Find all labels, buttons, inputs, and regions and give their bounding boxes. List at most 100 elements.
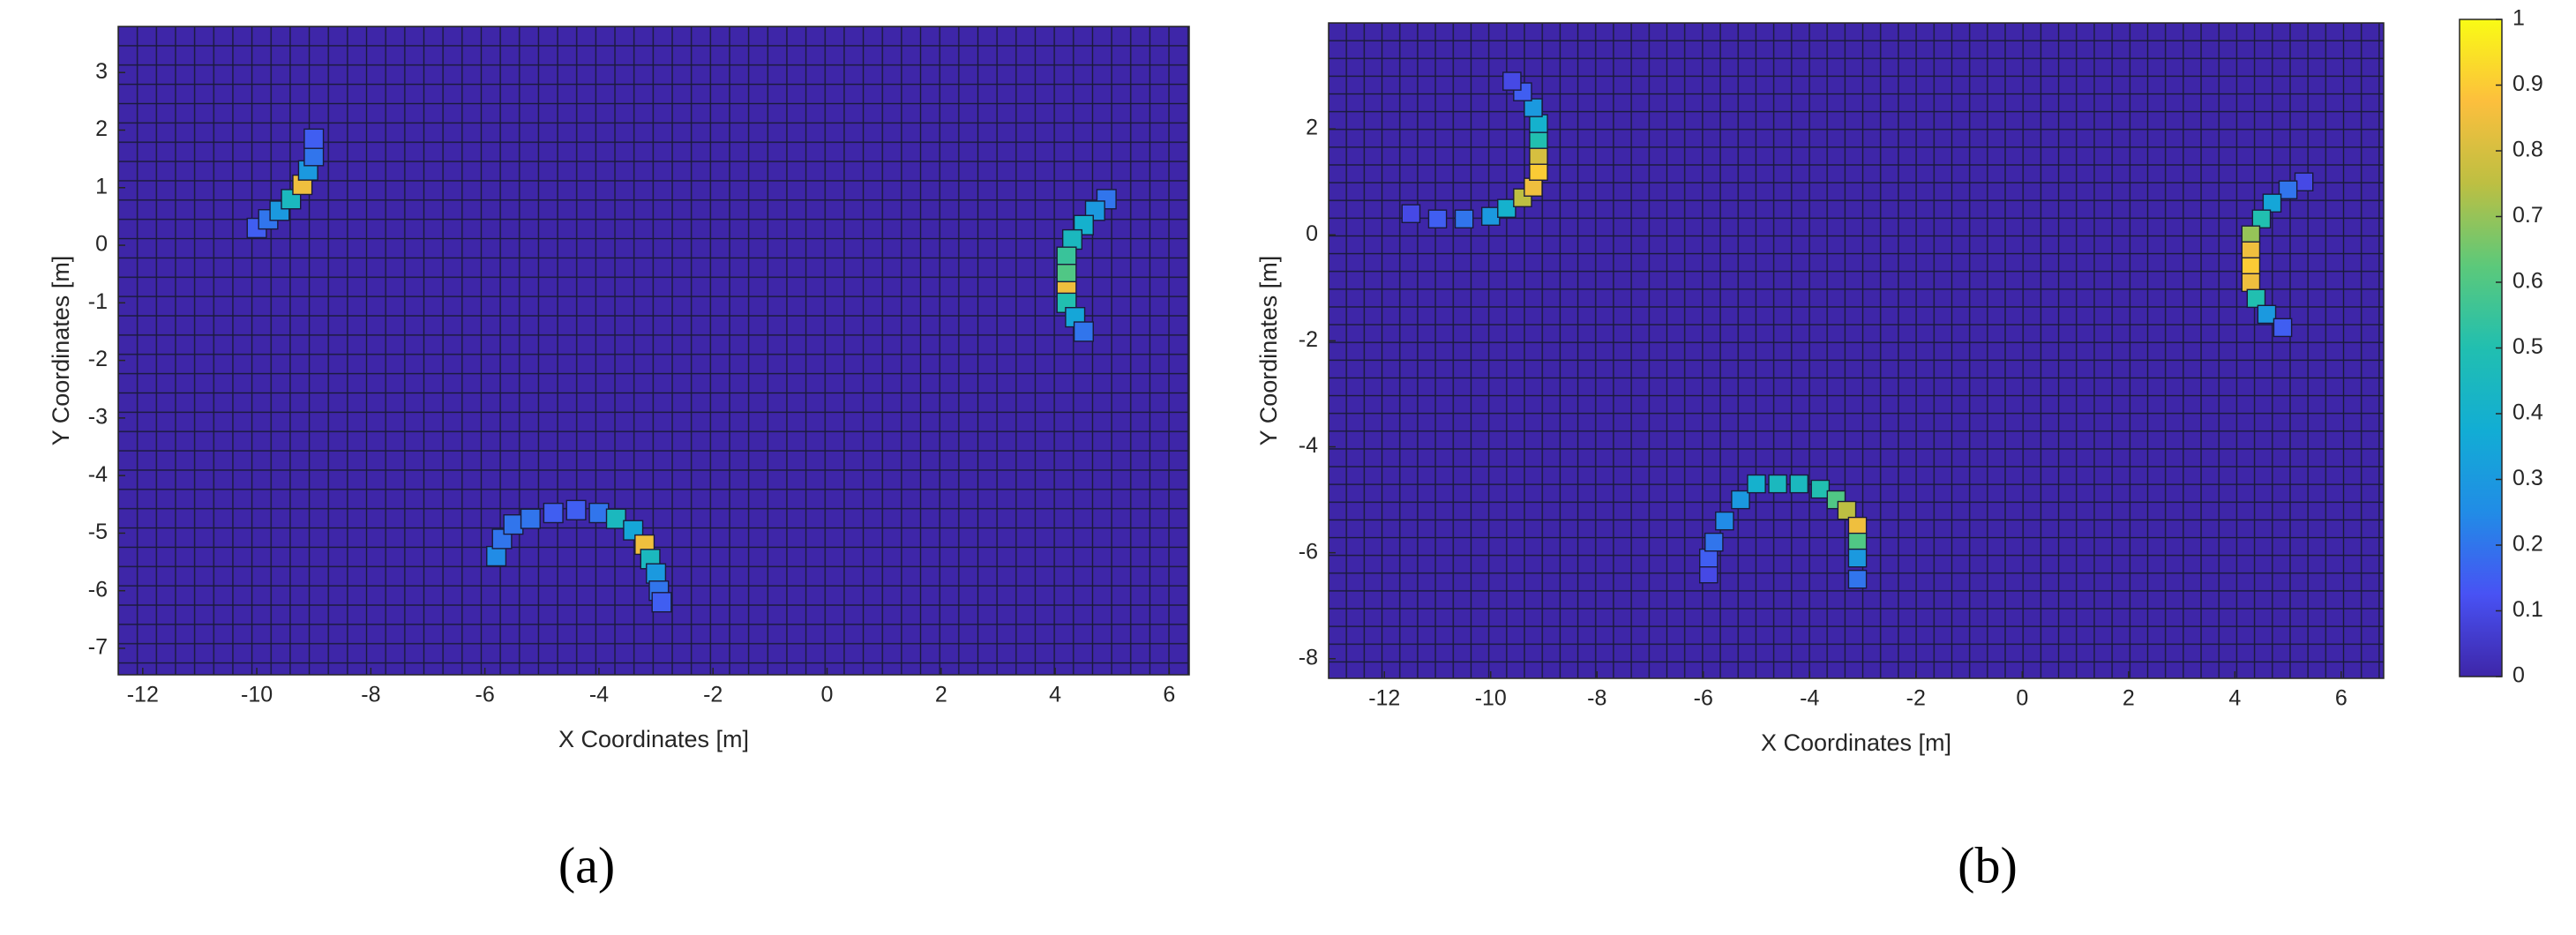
heat-cell [565,499,587,520]
heat-cell [2241,225,2261,245]
y-tick-label: 1 [95,174,108,198]
heat-cell [1524,177,1543,197]
y-tick-label: -5 [88,520,108,544]
colorbar-tick-label: 0.9 [2512,71,2543,96]
caption: (b) [1958,836,2018,894]
x-tick-label: 2 [2123,686,2135,711]
colorbar-tick-label: 1 [2512,6,2525,31]
heat-cell [2241,241,2261,261]
y-tick-label: -7 [88,635,108,660]
heat-cell [2278,180,2298,199]
x-tick-label: 2 [935,683,947,707]
x-tick-label: -8 [1587,686,1606,711]
heat-cell [2257,304,2277,325]
heat-cell [1847,548,1868,568]
heat-cell [1789,474,1809,494]
x-tick-label: 4 [2228,686,2241,711]
heat-cell [2246,288,2266,309]
y-tick-label: -8 [1299,645,1318,669]
heat-cell [1524,98,1543,117]
colorbar-tick-label: 0 [2512,663,2525,688]
y-tick-label: -1 [88,289,108,314]
y-axis-label: Y Coordinates [m] [48,256,74,446]
heat-cell [1073,321,1094,342]
heat-cell [1529,146,1548,165]
y-axis-label: Y Coordinates [m] [1255,256,1282,446]
heat-cell [1529,161,1548,181]
x-tick-label: -4 [589,683,609,707]
plot-frame [117,26,1190,676]
y-tick-label: -4 [88,462,108,487]
heat-cell [1497,198,1516,218]
heatmap [1328,22,2385,679]
heat-cell [1704,532,1724,552]
y-tick-label: -6 [88,577,108,602]
y-tick-label: -4 [1299,433,1318,458]
x-tick-label: 0 [2016,686,2028,711]
x-tick-label: 4 [1049,683,1061,707]
x-tick-label: 0 [821,683,834,707]
plot-area [1329,23,2384,678]
colorbar-tick-label: 0.2 [2512,532,2543,557]
heat-cell [651,592,672,613]
x-axis-label: X Coordinates [m] [558,726,749,752]
heat-cell [1529,114,1548,133]
heat-cell [588,502,610,524]
heat-cell [2262,193,2282,213]
heat-cell [486,545,507,567]
heat-cell [1454,209,1474,229]
heat-cell [2241,273,2261,293]
heat-cell [1699,564,1719,584]
heat-cell [1427,209,1448,229]
heat-cell [2241,257,2261,277]
x-tick-label: 6 [1163,683,1175,707]
colorbar-tick-label: 0.8 [2512,138,2543,162]
heat-cell [1056,246,1077,267]
y-tick-label: -2 [88,347,108,371]
heat-cell [1837,500,1857,520]
heat-cell [2251,209,2272,229]
heat-cell [1847,532,1868,552]
x-tick-label: 6 [2335,686,2348,711]
heat-cell [1810,479,1831,499]
colorbar-tick-label: 0.7 [2512,203,2543,228]
heat-cell [2294,172,2314,191]
heat-cell [2273,318,2293,338]
heat-cell [1768,474,1787,494]
y-tick-label: 2 [95,116,108,141]
colorbar-tick-label: 0.6 [2512,269,2543,294]
heatmap [117,26,1190,676]
caption: (a) [558,836,615,894]
heat-cell [1056,264,1077,285]
heat-cell [503,513,524,535]
heat-cell [1747,474,1766,494]
heat-cell [1401,204,1421,223]
y-tick-label: 0 [95,232,108,257]
x-tick-label: -12 [127,683,159,707]
heat-cell [520,508,541,529]
x-tick-label: -10 [1475,686,1507,711]
heat-cell [605,508,626,529]
heat-cell [1699,548,1719,568]
x-tick-label: -6 [476,683,495,707]
x-tick-label: -4 [1800,686,1819,711]
colorbar-tick-label: 0.5 [2512,334,2543,359]
heat-cell [1731,490,1750,510]
plot-frame [1328,22,2385,679]
x-tick-label: -6 [1694,686,1713,711]
y-tick-label: -2 [1299,327,1318,352]
x-tick-label: -2 [703,683,723,707]
y-tick-label: 0 [1306,221,1318,246]
heat-cell [646,563,667,584]
heat-cell [1061,228,1083,251]
heat-cell [1502,71,1522,91]
heat-cell [1847,516,1868,536]
x-tick-label: -10 [241,683,273,707]
heat-cell [303,128,325,149]
heat-cell [543,502,564,524]
heat-cell [1480,206,1501,226]
heat-cell [303,146,325,167]
colorbar-tick-label: 0.4 [2512,400,2543,425]
